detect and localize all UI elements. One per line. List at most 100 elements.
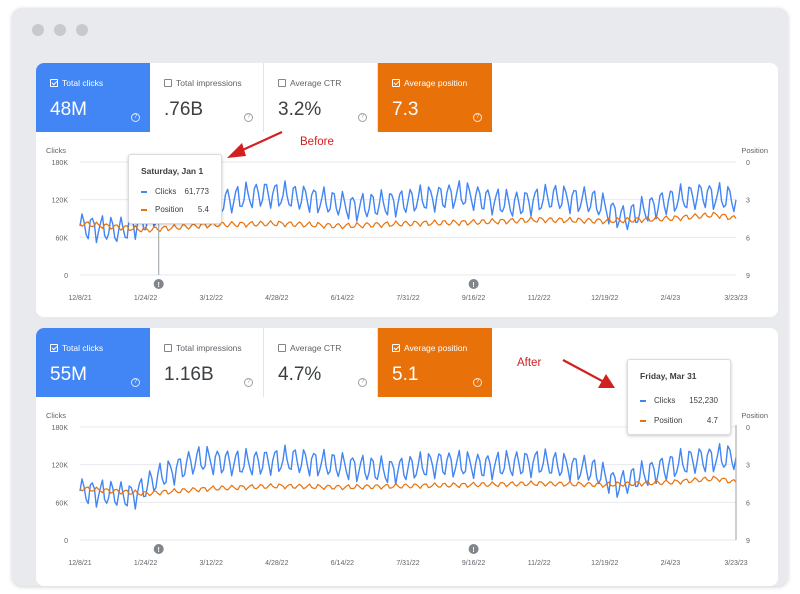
x-tick-label: 11/2/22	[528, 295, 551, 302]
metric-card-average-position[interactable]: Average position 7.3 ?	[378, 63, 492, 132]
help-icon[interactable]: ?	[473, 113, 482, 122]
right-tick-label: 0	[746, 425, 750, 432]
checkbox-icon[interactable]	[392, 344, 400, 352]
left-tick-label: 60K	[56, 235, 69, 242]
annotation-marker-label: !	[472, 282, 474, 289]
metric-card-total-impressions[interactable]: Total impressions .76B ?	[150, 63, 264, 132]
annotation-marker-icon	[468, 279, 479, 289]
help-icon[interactable]: ?	[358, 113, 367, 122]
series-line-clicks	[79, 443, 737, 510]
window-control-dot[interactable]	[54, 24, 66, 36]
left-axis-label: Clicks	[46, 146, 66, 155]
x-tick-label: 2/4/23	[661, 295, 681, 302]
metric-label: Average position	[404, 343, 468, 353]
annotation-arrow-icon	[227, 130, 283, 158]
right-tick-label: 3	[746, 198, 750, 205]
x-tick-label: 9/16/22	[462, 560, 485, 567]
metric-value: 3.2%	[278, 99, 322, 120]
performance-chart[interactable]: Clicks Position 180K 120K 60K 0 0 3 6 9 12/8/21 1/2…	[36, 397, 778, 586]
x-tick-label: 4/28/22	[265, 560, 288, 567]
window-control-dot[interactable]	[32, 24, 44, 36]
right-tick-label: 9	[746, 538, 750, 545]
window-titlebar	[12, 8, 788, 52]
metric-value: 5.1	[392, 364, 419, 385]
help-icon[interactable]: ?	[358, 378, 367, 387]
tooltip-date: Saturday, Jan 1	[141, 166, 204, 176]
left-axis-label: Clicks	[46, 411, 66, 420]
right-axis-label: Position	[741, 146, 768, 155]
help-icon[interactable]: ?	[131, 378, 140, 387]
x-tick-label: 3/23/23	[724, 295, 747, 302]
help-icon[interactable]: ?	[473, 378, 482, 387]
x-tick-label: 12/19/22	[591, 295, 618, 302]
metric-card-average-position[interactable]: Average position 5.1 ?	[378, 328, 492, 397]
tooltip-series-name: Clicks	[155, 187, 177, 196]
x-tick-label: 1/24/22	[134, 560, 157, 567]
checkbox-icon[interactable]	[278, 79, 286, 87]
x-tick-label: 3/23/23	[724, 560, 747, 567]
annotation-arrow-icon	[562, 359, 615, 388]
metric-card-total-clicks[interactable]: Total clicks 48M ?	[36, 63, 150, 132]
legend-swatch-position	[141, 208, 147, 211]
left-tick-label: 120K	[52, 463, 69, 470]
checkbox-icon[interactable]	[50, 79, 58, 87]
metric-value: 7.3	[392, 99, 419, 120]
series-line-position	[79, 211, 737, 233]
legend-swatch-position	[640, 419, 646, 422]
help-icon[interactable]: ?	[131, 113, 140, 122]
metric-value: 48M	[50, 99, 87, 120]
tooltip-series-name: Position	[654, 416, 683, 425]
left-tick-label: 60K	[56, 500, 69, 507]
metric-card-total-impressions[interactable]: Total impressions 1.16B ?	[150, 328, 264, 397]
legend-swatch-clicks	[141, 190, 147, 193]
x-tick-label: 12/19/22	[591, 560, 618, 567]
checkbox-icon[interactable]	[164, 79, 172, 87]
annotation-marker-icon	[153, 544, 164, 554]
metric-value: 1.16B	[164, 364, 214, 385]
checkbox-icon[interactable]	[392, 79, 400, 87]
metric-label: Total clicks	[62, 78, 104, 88]
annotation-marker-label: !	[158, 282, 160, 289]
checkbox-icon[interactable]	[50, 344, 58, 352]
browser-window: Total clicks 48M ? Total impressions .76…	[12, 8, 788, 586]
x-tick-label: 1/24/22	[134, 295, 157, 302]
right-tick-label: 3	[746, 463, 750, 470]
right-tick-label: 0	[746, 160, 750, 167]
metric-card-average-ctr[interactable]: Average CTR 4.7% ?	[264, 328, 378, 397]
annotation-marker-label: !	[472, 547, 474, 554]
tooltip-series-name: Position	[155, 205, 184, 214]
metric-card-total-clicks[interactable]: Total clicks 55M ?	[36, 328, 150, 397]
left-tick-label: 120K	[52, 198, 69, 205]
x-tick-label: 12/8/21	[68, 560, 91, 567]
metric-value: 4.7%	[278, 364, 322, 385]
right-tick-label: 6	[746, 500, 750, 507]
help-icon[interactable]: ?	[244, 378, 253, 387]
tooltip-date: Friday, Mar 31	[640, 371, 697, 381]
annotation-marker-label: !	[158, 547, 160, 554]
x-tick-label: 9/16/22	[462, 295, 485, 302]
x-tick-label: 3/12/22	[200, 295, 223, 302]
performance-panel-before: Total clicks 48M ? Total impressions .76…	[36, 63, 778, 317]
help-icon[interactable]: ?	[244, 113, 253, 122]
checkbox-icon[interactable]	[164, 344, 172, 352]
chart-tooltip: Friday, Mar 31 Clicks 152,230 Position 4…	[627, 359, 731, 435]
tooltip-series-value: 152,230	[689, 396, 718, 405]
left-tick-label: 0	[64, 273, 68, 280]
right-tick-label: 6	[746, 235, 750, 242]
right-tick-label: 9	[746, 273, 750, 280]
tooltip-series-name: Clicks	[654, 396, 676, 405]
tooltip-series-value: 61,773	[184, 187, 209, 196]
window-control-dot[interactable]	[76, 24, 88, 36]
left-tick-label: 0	[64, 538, 68, 545]
x-tick-label: 11/2/22	[528, 560, 551, 567]
annotation-marker-icon	[153, 279, 164, 289]
x-tick-label: 12/8/21	[68, 295, 91, 302]
annotation-label: Before	[300, 136, 334, 148]
checkbox-icon[interactable]	[278, 344, 286, 352]
metric-card-average-ctr[interactable]: Average CTR 3.2% ?	[264, 63, 378, 132]
performance-panel-after: Total clicks 55M ? Total impressions 1.1…	[36, 328, 778, 586]
x-tick-label: 7/31/22	[396, 295, 419, 302]
chart-tooltip: Saturday, Jan 1 Clicks 61,773 Position 5…	[128, 154, 222, 224]
metric-label: Total clicks	[62, 343, 104, 353]
metric-value: 55M	[50, 364, 87, 385]
